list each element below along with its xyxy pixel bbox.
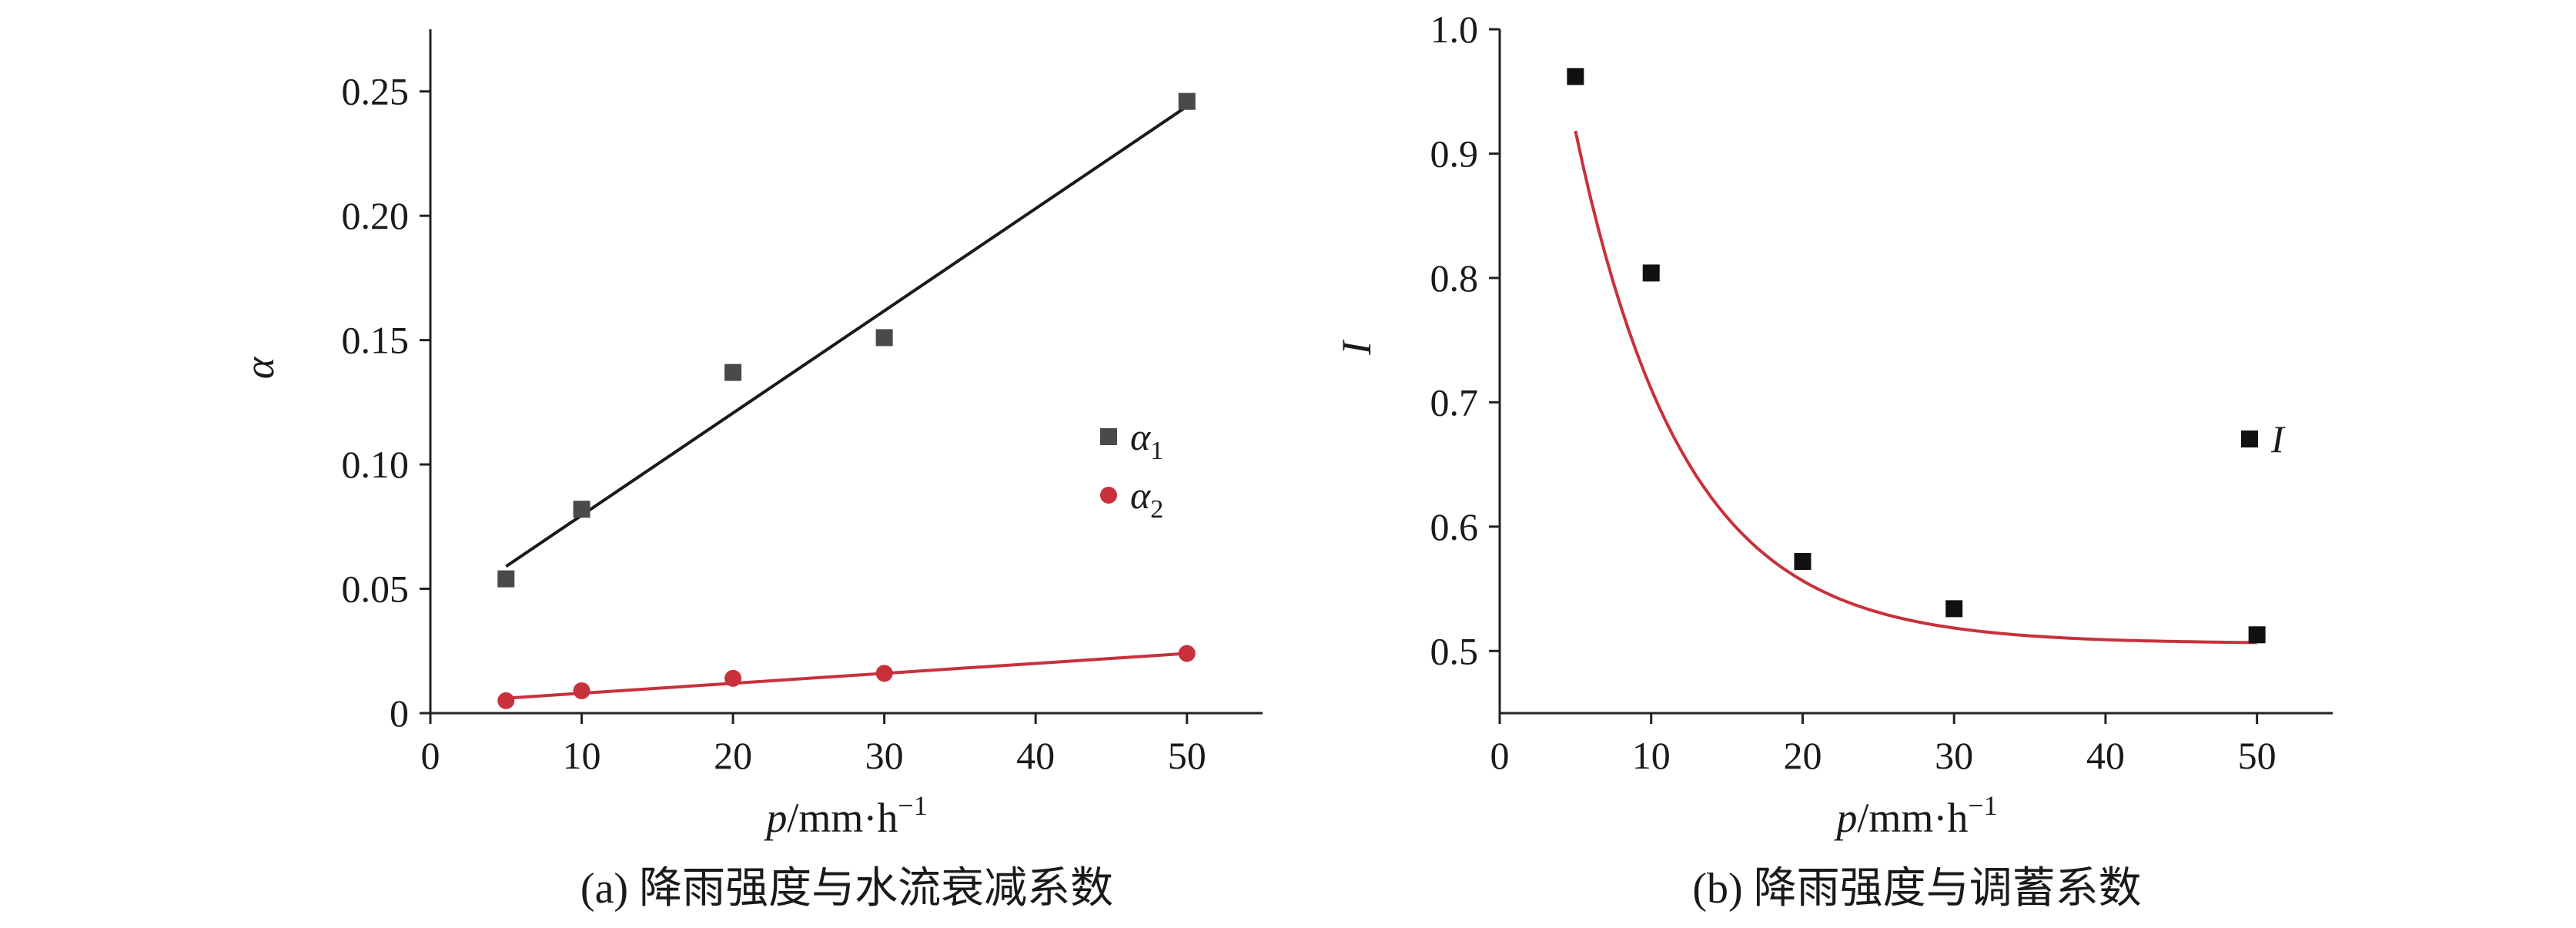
panel-caption: (b) 降雨强度与调蓄系数 <box>1692 865 2141 913</box>
x-tick-label: 0 <box>421 734 440 777</box>
x-tick-label: 0 <box>1490 734 1510 777</box>
x-tick-label: 30 <box>1935 734 1973 777</box>
data-point <box>573 682 590 699</box>
y-tick-label: 0.6 <box>1430 505 1479 548</box>
data-point <box>1642 264 1660 282</box>
y-tick-label: 0.10 <box>342 443 410 486</box>
y-tick-label: 0.25 <box>342 70 410 113</box>
data-point <box>497 570 515 588</box>
x-tick-label: 50 <box>1168 734 1206 777</box>
panel-caption: (a) 降雨强度与水流衰减系数 <box>580 865 1113 913</box>
data-point <box>1178 92 1196 110</box>
y-axis-label: α <box>236 356 283 379</box>
y-tick-label: 0.8 <box>1430 256 1479 300</box>
y-tick-label: 0.5 <box>1430 629 1479 672</box>
data-point <box>1945 600 1963 618</box>
fit-line <box>506 652 1187 700</box>
data-point <box>497 692 515 709</box>
fit-line <box>505 105 1188 568</box>
y-tick-label: 0.20 <box>342 194 410 237</box>
data-point <box>724 669 742 687</box>
y-tick-label: 0.15 <box>342 319 410 362</box>
y-axis-label: I <box>1333 339 1380 356</box>
legend-marker <box>1100 428 1117 445</box>
y-tick-label: 0.05 <box>342 568 410 611</box>
data-point <box>875 665 893 682</box>
data-point <box>573 501 590 518</box>
data-point <box>875 329 893 347</box>
legend-label: α1 <box>1130 415 1163 465</box>
y-tick-label: 0.9 <box>1430 132 1479 175</box>
legend-marker <box>1100 487 1117 504</box>
x-tick-label: 10 <box>563 734 601 777</box>
data-point <box>1794 553 1812 571</box>
x-axis-label: p/mm·h−1 <box>763 790 927 841</box>
x-tick-label: 40 <box>1016 734 1055 777</box>
x-tick-label: 10 <box>1632 734 1671 777</box>
y-tick-label: 1.0 <box>1430 8 1479 51</box>
x-axis-label: p/mm·h−1 <box>1833 790 1997 841</box>
data-point <box>1178 645 1196 662</box>
fit-curve <box>1574 130 2257 645</box>
panel-b-chart: 0 10 20 30 40 50 0.5 0.6 0.7 0.8 0.9 1.0 Ip/mm·h−1 (b… <box>1333 8 2333 913</box>
legend-marker <box>2241 430 2258 447</box>
x-tick-label: 30 <box>865 734 904 777</box>
y-tick-label: 0 <box>390 692 409 735</box>
legend-label: α2 <box>1130 474 1163 524</box>
x-tick-label: 40 <box>2086 734 2125 777</box>
panel-a-chart: 0 10 20 30 40 50 0 0.05 0.10 0.15 0.20 0.25 α p/mm·h−… <box>236 29 1263 913</box>
data-point <box>2248 626 2266 644</box>
legend-label: I <box>2270 417 2286 461</box>
y-tick-label: 0.7 <box>1430 380 1479 424</box>
x-tick-label: 20 <box>1783 734 1822 777</box>
x-tick-label: 20 <box>714 734 752 777</box>
data-point <box>1567 68 1584 85</box>
x-tick-label: 50 <box>2238 734 2277 777</box>
data-point <box>724 363 742 381</box>
